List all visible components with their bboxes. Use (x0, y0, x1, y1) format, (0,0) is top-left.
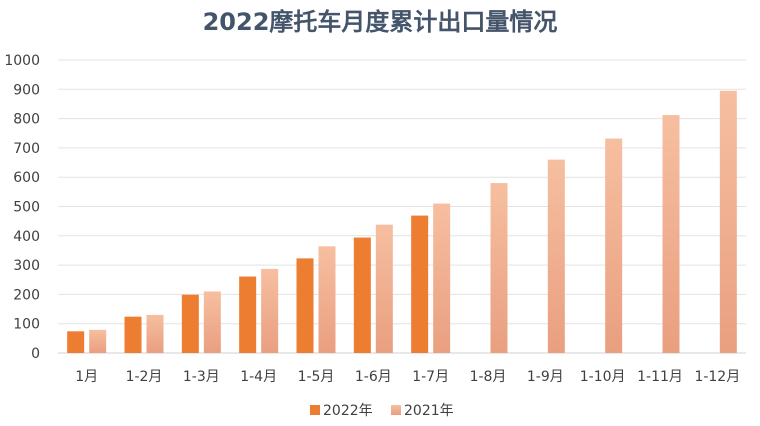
bar-2022年-1-6月 (353, 237, 371, 353)
y-tick-label: 400 (13, 229, 40, 245)
chart-title: 2022摩托车月度累计出口量情况 (203, 8, 558, 36)
x-tick-label: 1-8月 (470, 369, 507, 385)
legend-label: 2021年 (404, 403, 454, 419)
legend-label: 2022年 (323, 403, 373, 419)
bar-2021年-1-9月 (547, 159, 565, 353)
legend-swatch (391, 405, 401, 415)
x-tick-label: 1-12月 (694, 369, 740, 385)
y-tick-label: 300 (13, 258, 40, 274)
x-tick-label: 1-5月 (298, 369, 335, 385)
bar-2021年-1-6月 (375, 224, 393, 353)
x-tick-label: 1-11月 (637, 369, 683, 385)
x-tick-label: 1-2月 (126, 369, 163, 385)
x-axis-ticks: 1月 1-2月 1-3月 1-4月 1-5月 1-6月 1-7月 1-8月 1-9月 1-10月 1… (75, 369, 740, 385)
grid-lines (58, 59, 746, 354)
bar-2021年-1-5月 (318, 246, 336, 353)
bar-2021年-1-7月 (433, 203, 451, 353)
x-tick-label: 1-10月 (580, 369, 626, 385)
y-tick-label: 700 (13, 141, 40, 157)
x-tick-label: 1-3月 (183, 369, 220, 385)
x-tick-label: 1-4月 (240, 369, 277, 385)
bar-2021年-1-3月 (203, 291, 221, 353)
bar-2022年-1月 (67, 331, 85, 353)
bar-2022年-1-2月 (124, 316, 142, 353)
legend: 2022年 2021年 (310, 403, 454, 419)
x-tick-label: 1月 (75, 369, 98, 385)
bar-2021年-1-12月 (719, 90, 737, 353)
y-axis-ticks: 0 100 200 300 400 500 600 700 800 900 1000 (4, 53, 40, 362)
bars (67, 90, 737, 353)
bar-2022年-1-4月 (239, 276, 257, 353)
x-tick-label: 1-6月 (355, 369, 392, 385)
y-tick-label: 900 (13, 82, 40, 98)
y-tick-label: 1000 (4, 53, 40, 69)
y-tick-label: 800 (13, 112, 40, 128)
bar-2022年-1-5月 (296, 258, 314, 353)
y-tick-label: 500 (13, 200, 40, 216)
bar-2021年-1-10月 (605, 138, 623, 353)
bar-2021年-1月 (89, 329, 107, 353)
y-tick-label: 200 (13, 287, 40, 303)
bar-2021年-1-8月 (490, 183, 508, 353)
y-tick-label: 100 (13, 317, 40, 333)
x-tick-label: 1-7月 (412, 369, 449, 385)
bar-2022年-1-7月 (411, 215, 429, 353)
y-tick-label: 600 (13, 170, 40, 186)
y-tick-label: 0 (31, 346, 40, 362)
x-tick-label: 1-9月 (527, 369, 564, 385)
bar-2021年-1-11月 (662, 115, 680, 353)
bar-2021年-1-2月 (146, 314, 164, 353)
legend-swatch (310, 405, 320, 415)
bar-2021年-1-4月 (261, 268, 279, 353)
bar-2022年-1-3月 (181, 294, 199, 353)
